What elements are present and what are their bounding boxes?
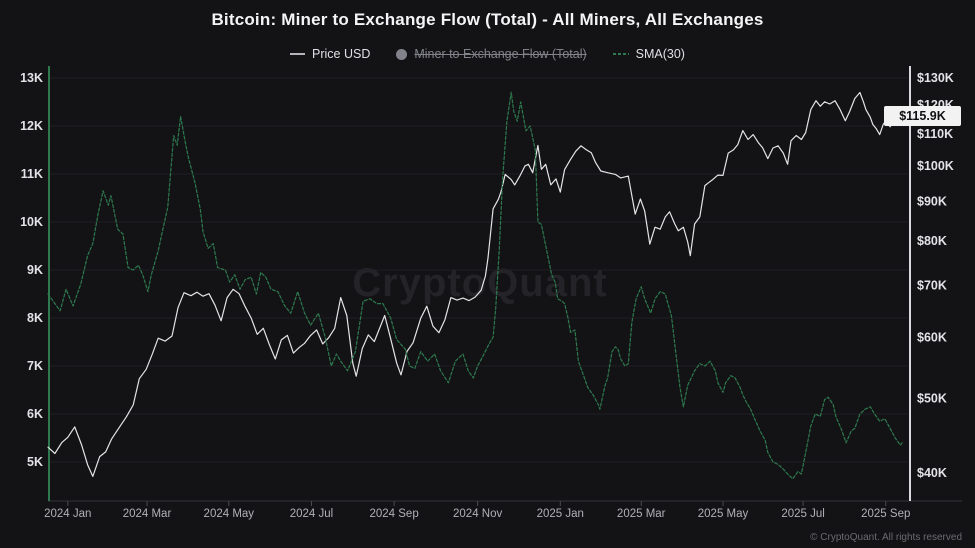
x-axis-label: 2025 Sep xyxy=(861,508,910,520)
x-axis-label: 2024 Jul xyxy=(290,508,333,520)
chart-legend: Price USD Miner to Exchange Flow (Total)… xyxy=(0,47,975,61)
y-axis-label-left: 8K xyxy=(27,311,43,325)
x-axis-label: 2025 Jul xyxy=(781,508,824,520)
legend-label: Miner to Exchange Flow (Total) xyxy=(414,47,587,61)
x-axis-label: 2025 May xyxy=(698,508,749,520)
copyright-notice: © CryptoQuant. All rights reserved xyxy=(810,532,962,543)
y-axis-label-right: $90K xyxy=(917,194,947,208)
y-axis-label-left: 13K xyxy=(20,71,43,85)
legend-label: SMA(30) xyxy=(635,47,685,61)
y-axis-label-left: 5K xyxy=(27,455,43,469)
last-price-badge: $115.9K xyxy=(884,106,961,126)
cryptoquant-watermark: CryptoQuant xyxy=(352,261,608,305)
price-line-marker-icon xyxy=(290,53,306,55)
y-axis-label-left: 12K xyxy=(20,119,43,133)
x-axis-label: 2025 Mar xyxy=(617,508,666,520)
y-axis-label-left: 9K xyxy=(27,263,43,277)
x-axis-label: 2025 Jan xyxy=(537,508,584,520)
legend-item-sma30[interactable]: SMA(30) xyxy=(612,47,685,61)
x-axis-label: 2024 Sep xyxy=(369,508,418,520)
legend-label: Price USD xyxy=(312,47,371,61)
flow-circle-marker-icon xyxy=(396,48,408,60)
y-axis-label-left: 10K xyxy=(20,215,43,229)
y-axis-label-left: 7K xyxy=(27,359,43,373)
sma-dashed-marker-icon xyxy=(612,53,629,55)
series-price-usd xyxy=(47,91,906,477)
x-axis-label: 2024 Nov xyxy=(453,508,502,520)
x-axis-label: 2024 May xyxy=(204,508,255,520)
y-axis-label-left: 6K xyxy=(27,407,43,421)
y-axis-label-right: $60K xyxy=(917,330,947,344)
y-axis-label-left: 11K xyxy=(21,167,43,181)
y-axis-label-right: $40K xyxy=(917,466,947,480)
x-axis-label: 2024 Mar xyxy=(123,508,172,520)
y-axis-label-right: $50K xyxy=(917,391,947,405)
y-axis-label-right: $110K xyxy=(917,127,953,141)
chart-title: Bitcoin: Miner to Exchange Flow (Total) … xyxy=(211,10,764,29)
y-axis-label-right: $70K xyxy=(917,279,947,293)
series-sma-30- xyxy=(47,91,903,480)
x-axis-label: 2024 Jan xyxy=(44,508,91,520)
y-axis-label-right: $100K xyxy=(917,159,954,173)
y-axis-label-right: $130K xyxy=(917,71,954,85)
legend-item-miner-to-exchange-flow[interactable]: Miner to Exchange Flow (Total) xyxy=(396,47,587,61)
y-axis-label-right: $80K xyxy=(917,234,947,248)
legend-item-price-usd[interactable]: Price USD xyxy=(290,47,370,61)
